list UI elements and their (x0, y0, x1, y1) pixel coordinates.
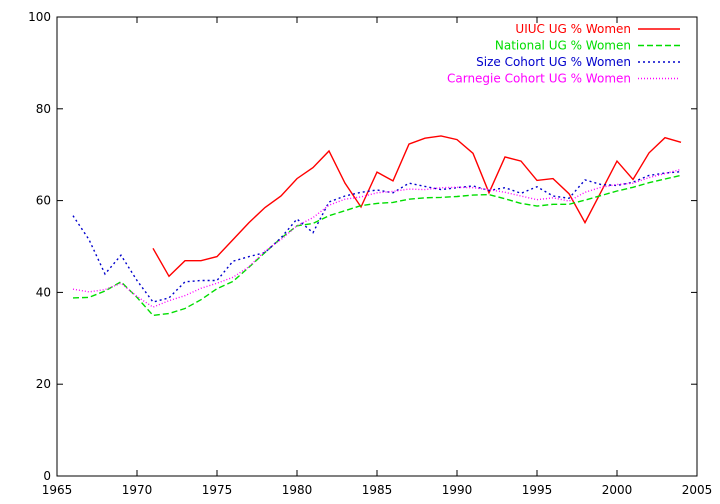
x-tick-label: 1990 (442, 483, 473, 497)
x-tick-label: 2000 (602, 483, 633, 497)
x-tick-label: 1965 (42, 483, 73, 497)
x-tick-label: 1980 (282, 483, 313, 497)
y-tick-label: 80 (36, 102, 51, 116)
x-tick-label: 2005 (682, 483, 713, 497)
x-tick-label: 1995 (522, 483, 553, 497)
series-layer (72, 135, 682, 317)
x-tick-label: 1975 (202, 483, 233, 497)
axis-ticks: 1965 1970 1975 1980 1985 1990 1995 2000 2005 0 20 4… (28, 10, 712, 497)
series-line-2 (72, 174, 682, 317)
legend-label-2: National UG % Women (495, 39, 631, 53)
y-tick-label: 0 (43, 469, 51, 483)
y-tick-label: 20 (36, 377, 51, 391)
series-line-4 (72, 168, 682, 308)
y-tick-label: 100 (28, 10, 51, 24)
x-tick-label: 1970 (122, 483, 153, 497)
x-tick-label: 1985 (362, 483, 393, 497)
legend-label-1: UIUC UG % Women (515, 22, 631, 36)
plot-frame (56, 16, 698, 477)
legend-label-3: Size Cohort UG % Women (476, 55, 631, 69)
y-tick-label: 40 (36, 285, 51, 299)
legend: UIUC UG % Women National UG % Women Size C… (447, 22, 680, 86)
series-line-3 (72, 171, 682, 303)
series-line-1 (152, 135, 682, 278)
y-tick-label: 60 (36, 194, 51, 208)
legend-label-4: Carnegie Cohort UG % Women (447, 72, 631, 86)
